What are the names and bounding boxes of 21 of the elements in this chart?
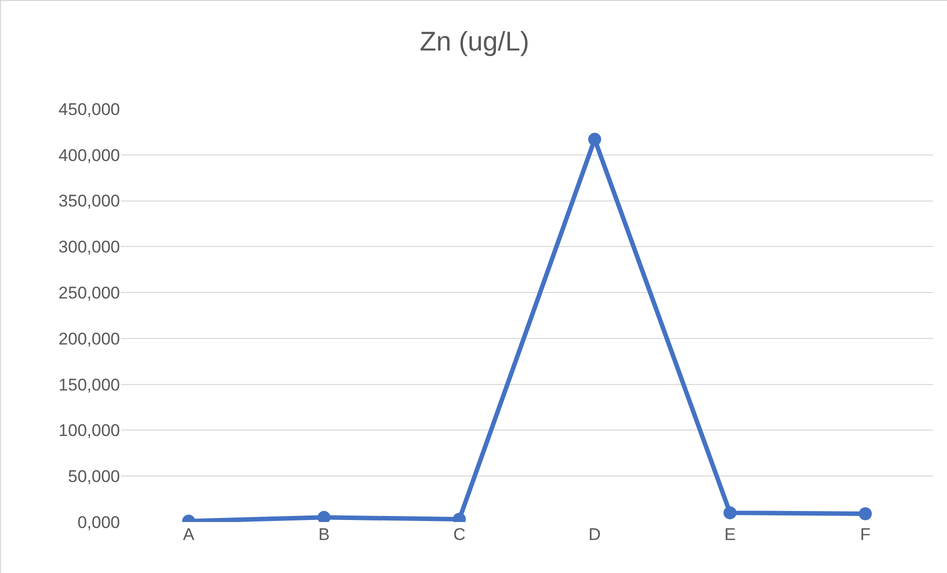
y-tick-label: 250,000: [58, 284, 120, 303]
x-tick-label: A: [183, 525, 195, 544]
point: [318, 510, 330, 522]
y-tick-label: 200,000: [58, 329, 120, 348]
y-tick-label: 50,000: [68, 467, 120, 486]
x-tick-label: C: [453, 525, 466, 544]
y-tick-label: 450,000: [58, 100, 120, 119]
y-tick-label: 0,000: [77, 512, 120, 532]
x-tick-label: D: [588, 525, 601, 544]
x-tick-label: B: [318, 525, 330, 544]
point: [588, 132, 602, 146]
y-tick-label: 300,000: [58, 238, 120, 257]
chart-title: Zn (ug/L): [420, 26, 530, 57]
point: [858, 507, 872, 520]
y-tick-label: 150,000: [58, 375, 120, 394]
y-tick-label: 350,000: [58, 192, 120, 211]
y-tick-label: 100,000: [58, 421, 120, 440]
y-tick-label: 400,000: [58, 146, 120, 165]
x-tick-label: E: [724, 525, 736, 544]
point: [724, 506, 736, 520]
x-tick-label: F: [860, 525, 871, 544]
